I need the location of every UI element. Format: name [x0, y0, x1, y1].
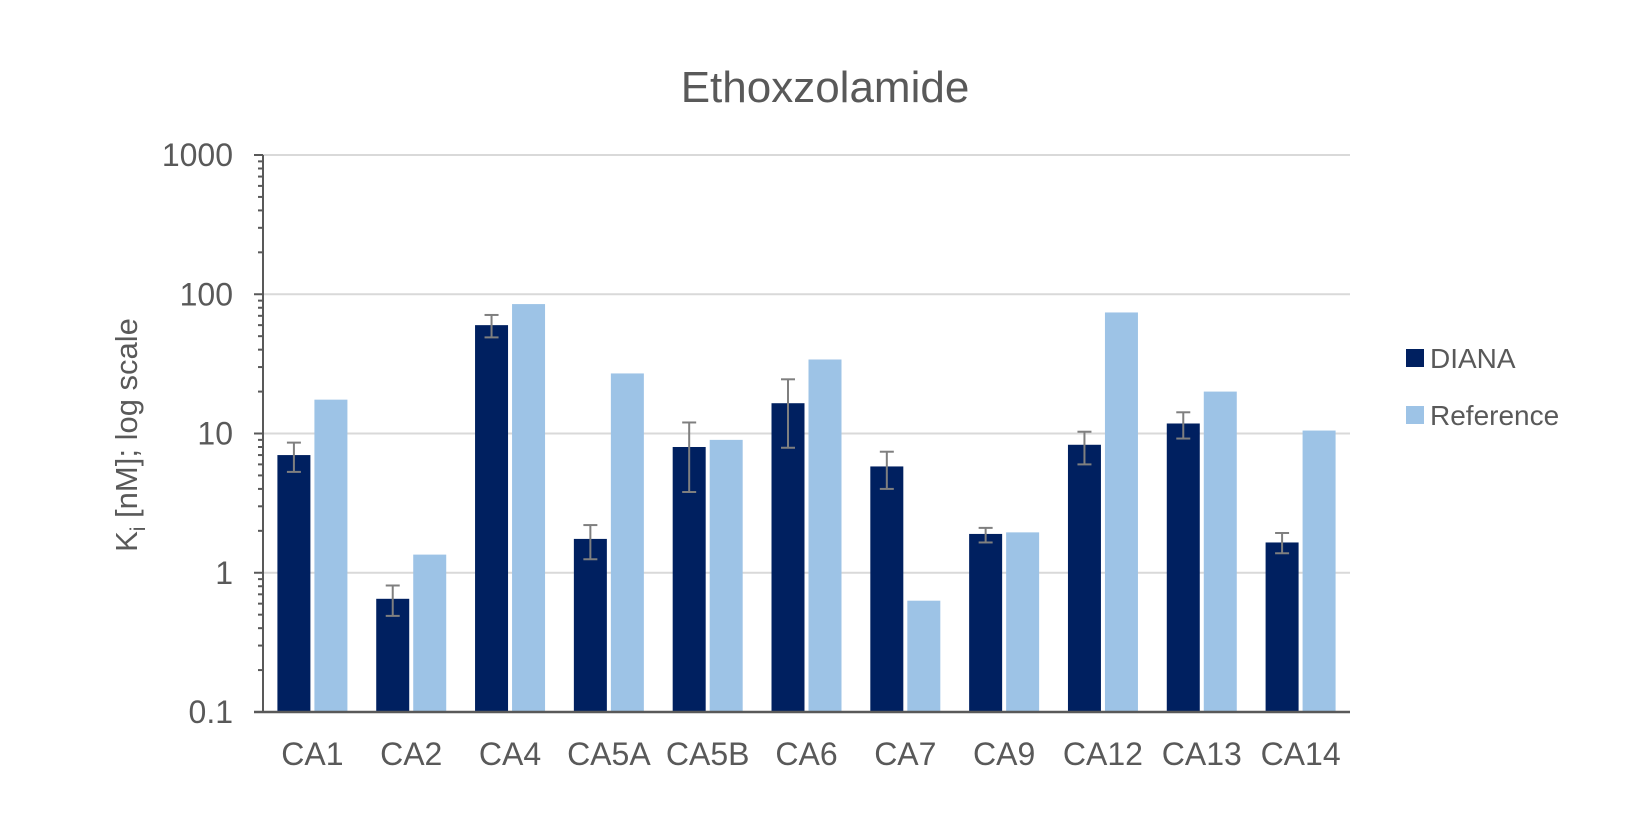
error-bars [286, 313, 1290, 617]
error-bar-ca1 [286, 441, 301, 473]
bar-reference-ca5b [709, 439, 743, 712]
bar-diana-ca2 [376, 598, 410, 712]
x-tick-label: CA4 [479, 736, 541, 772]
error-bar-ca4 [484, 313, 499, 339]
y-tick-label: 0.1 [189, 694, 233, 730]
y-axis-label-main: K [109, 531, 144, 552]
error-bar-ca7 [879, 450, 894, 490]
error-bar-ca5a [583, 524, 598, 561]
bar-diana-ca9 [969, 533, 1003, 712]
error-bar-ca9 [978, 526, 993, 544]
y-tick-label: 1 [215, 555, 233, 591]
bar-reference-ca2 [413, 554, 447, 712]
error-bar-ca5b [682, 421, 697, 494]
bars [277, 304, 1336, 712]
bar-reference-ca9 [1006, 532, 1040, 712]
bar-reference-ca6 [808, 359, 842, 712]
error-bar-ca14 [1275, 531, 1290, 555]
bar-reference-ca1 [314, 399, 348, 712]
bar-diana-ca14 [1265, 542, 1299, 712]
bar-diana-ca13 [1166, 423, 1200, 712]
axes [254, 154, 1350, 714]
bar-reference-ca4 [512, 304, 546, 712]
legend-label-reference: Reference [1430, 400, 1559, 431]
x-tick-label: CA7 [874, 736, 936, 772]
x-tick-label: CA14 [1261, 736, 1341, 772]
x-tick-labels: CA1 CA2 CA4 CA5A CA5B CA6 CA7 CA9 CA12 CA13 CA14 [281, 736, 1340, 772]
x-tick-label: CA12 [1063, 736, 1143, 772]
bar-diana-ca4 [475, 325, 509, 712]
bar-diana-ca7 [870, 466, 904, 712]
error-bar-ca13 [1176, 411, 1191, 440]
error-bar-ca12 [1077, 430, 1092, 466]
error-bar-ca2 [385, 584, 400, 617]
bar-reference-ca7 [907, 600, 941, 712]
chart-title: Ethoxzolamide [681, 63, 970, 112]
legend-swatch-diana [1406, 349, 1424, 367]
x-tick-label: CA1 [281, 736, 343, 772]
bar-diana-ca6 [771, 403, 805, 712]
bar-reference-ca12 [1104, 312, 1138, 712]
y-tick-label: 10 [197, 416, 233, 452]
x-tick-label: CA5A [567, 736, 651, 772]
legend-label-diana: DIANA [1430, 343, 1516, 374]
y-axis-label-rest: [nM]; log scale [109, 318, 144, 526]
x-tick-label: CA6 [775, 736, 837, 772]
bar-reference-ca14 [1302, 430, 1336, 712]
bar-reference-ca5a [610, 373, 644, 712]
bar-diana-ca12 [1067, 444, 1101, 712]
y-axis-label-subscript: i [127, 527, 150, 532]
y-tick-label: 1000 [162, 137, 233, 173]
x-tick-label: CA5B [666, 736, 750, 772]
bar-diana-ca1 [277, 455, 311, 712]
x-tick-label: CA2 [380, 736, 442, 772]
y-tick-labels: 0.1 1 10 100 1000 [162, 137, 233, 730]
bar-diana-ca5a [573, 538, 607, 712]
y-axis-label: Ki [nM]; log scale [109, 318, 150, 552]
y-tick-label: 100 [180, 276, 233, 312]
error-bar-ca6 [781, 378, 795, 449]
x-tick-label: CA9 [973, 736, 1035, 772]
legend: DIANA Reference [1406, 343, 1559, 431]
legend-swatch-reference [1406, 406, 1424, 424]
bar-reference-ca13 [1203, 391, 1237, 712]
x-tick-label: CA13 [1162, 736, 1242, 772]
